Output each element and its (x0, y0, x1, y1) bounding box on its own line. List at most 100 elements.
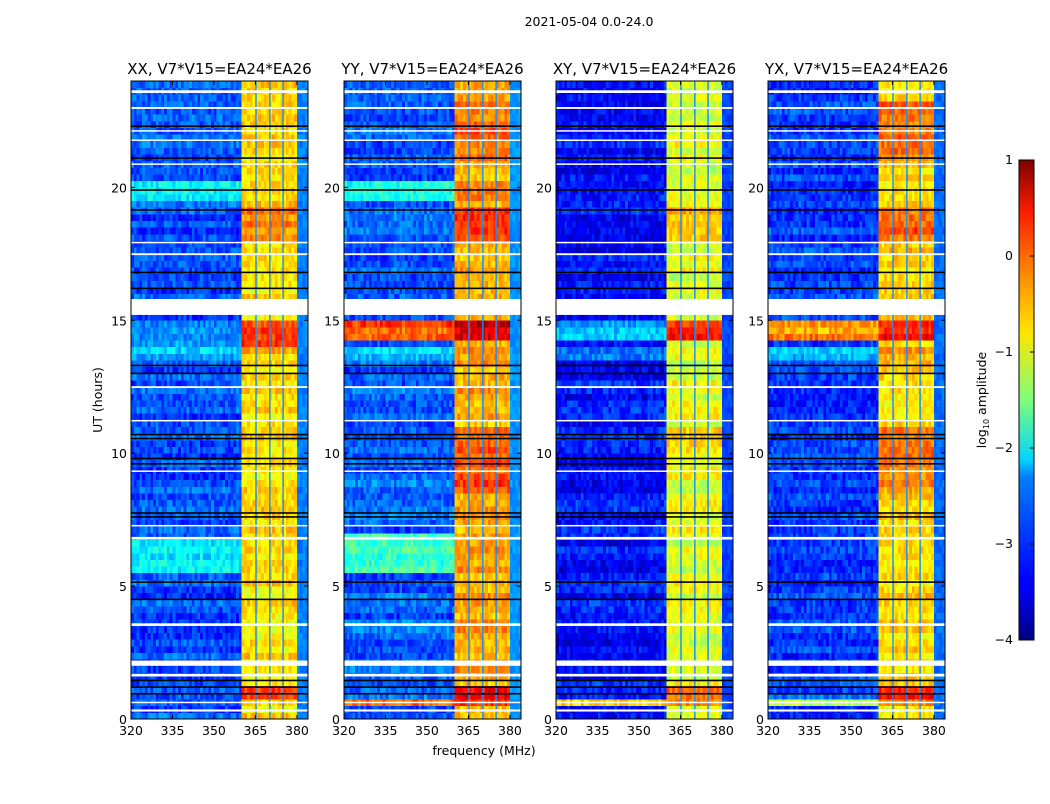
heatmap-cell (166, 360, 171, 368)
heatmap-cell (288, 393, 292, 401)
heatmap-cell (225, 386, 229, 394)
heatmap-cell (280, 473, 284, 481)
heatmap-cell (205, 213, 209, 221)
heatmap-cell (186, 539, 190, 547)
heatmap-cell (158, 493, 162, 501)
heatmap-cell (299, 439, 303, 447)
heatmap-cell (247, 273, 251, 281)
heatmap-cell (305, 406, 309, 414)
heatmap-cell (280, 539, 284, 547)
heatmap-cell (211, 247, 215, 255)
heatmap-cell (144, 280, 148, 288)
heatmap-cell (166, 539, 171, 547)
heatmap-cell (133, 227, 137, 235)
heatmap-cell (208, 419, 212, 427)
heatmap-cell (186, 473, 190, 481)
heatmap-cell (153, 506, 157, 514)
heatmap-cell (172, 366, 176, 374)
heatmap-cell (169, 313, 173, 321)
heatmap-cell (252, 506, 256, 514)
heatmap-cell (258, 479, 262, 487)
heatmap-cell (241, 273, 245, 281)
heatmap-cell (299, 705, 303, 713)
heatmap-cell (155, 486, 160, 494)
heatmap-cell (194, 320, 198, 328)
heatmap-cell (183, 393, 187, 401)
heatmap-cell (247, 260, 251, 268)
heatmap-cell (285, 373, 290, 381)
heatmap-cell (150, 220, 154, 228)
heatmap-cell (211, 539, 215, 547)
heatmap-cell (294, 532, 298, 540)
heatmap-cell (147, 586, 151, 594)
heatmap-cell (305, 579, 309, 587)
heatmap-cell (172, 619, 176, 627)
heatmap-cell (263, 606, 267, 614)
heatmap-cell (189, 333, 193, 341)
heatmap-cell (274, 227, 278, 235)
heatmap-cell (191, 280, 196, 288)
heatmap-cell (241, 393, 245, 401)
heatmap-cell (236, 419, 240, 427)
heatmap-cell (274, 466, 278, 474)
heatmap-cell (186, 419, 190, 427)
heatmap-cell (142, 692, 146, 700)
heatmap-cell (280, 446, 284, 454)
heatmap-cell (291, 479, 295, 487)
heatmap-cell (189, 599, 193, 607)
heatmap-cell (291, 579, 295, 587)
heatmap-cell (252, 519, 256, 527)
heatmap-cell (222, 419, 226, 427)
heatmap-cell (161, 592, 165, 600)
heatmap-cell (263, 333, 267, 341)
heatmap-cell (183, 579, 187, 587)
heatmap-cell (191, 247, 196, 255)
heatmap-cell (180, 446, 184, 454)
heatmap-cell (230, 320, 234, 328)
heatmap-cell (191, 273, 196, 281)
heatmap-cell (252, 532, 256, 540)
heatmap-cell (172, 280, 176, 288)
heatmap-cell (194, 466, 198, 474)
heatmap-cell (142, 599, 146, 607)
heatmap-cell (258, 619, 262, 627)
heatmap-cell (131, 526, 135, 534)
heatmap-cell (155, 692, 160, 700)
heatmap-cell (205, 267, 209, 275)
heatmap-cell (269, 546, 273, 554)
heatmap-cell (194, 386, 198, 394)
heatmap-cell (158, 532, 162, 540)
heatmap-cell (144, 625, 148, 634)
heatmap-cell (247, 439, 251, 447)
heatmap-cell (169, 453, 173, 461)
heatmap-cell (216, 227, 220, 235)
heatmap-cell (241, 400, 245, 408)
heatmap-cell (266, 333, 270, 341)
heatmap-cell (142, 426, 146, 434)
heatmap-cell (194, 612, 198, 620)
heatmap-cell (178, 240, 182, 248)
heatmap-cell (222, 213, 226, 221)
heatmap-cell (180, 679, 184, 687)
heatmap-cell (269, 247, 273, 255)
heatmap-cell (208, 499, 212, 507)
heatmap-cell (191, 200, 196, 208)
heatmap-cell (133, 652, 137, 660)
heatmap-cell (266, 532, 270, 540)
heatmap-cell (213, 240, 218, 248)
heatmap-cell (150, 566, 154, 574)
heatmap-cell (194, 293, 198, 301)
heatmap-cell (277, 353, 281, 361)
heatmap-cell (269, 207, 273, 215)
heatmap-cell (211, 645, 215, 653)
heatmap-cell (208, 552, 212, 560)
heatmap-cell (191, 366, 196, 374)
heatmap-cell (233, 280, 237, 288)
heatmap-cell (153, 346, 157, 354)
heatmap-cell (305, 645, 309, 653)
heatmap-cell (175, 439, 179, 447)
heatmap-cell (269, 493, 273, 501)
heatmap-cell (169, 632, 173, 640)
heatmap-cell (142, 552, 146, 560)
heatmap-cell (186, 220, 190, 228)
